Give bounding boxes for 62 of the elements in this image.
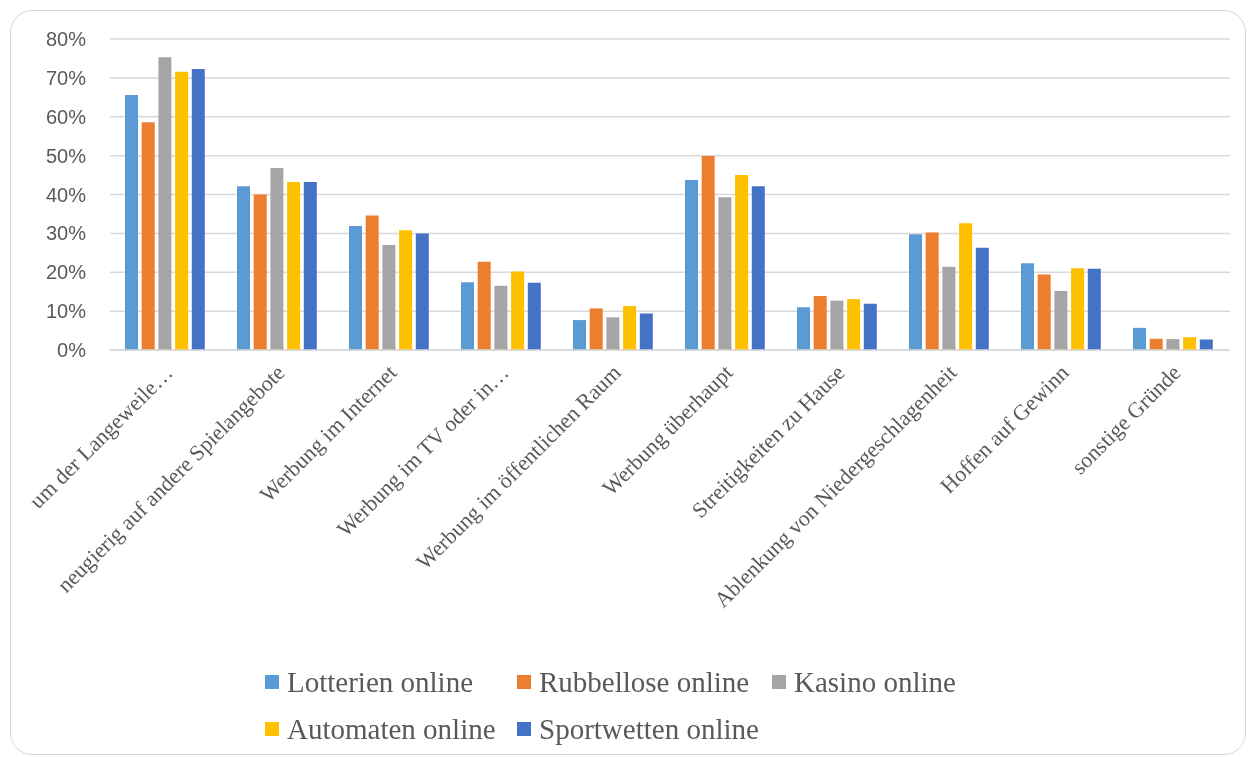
bar — [925, 232, 939, 350]
bar — [415, 233, 429, 350]
y-tick-label: 40% — [45, 183, 87, 206]
bar — [1183, 337, 1197, 350]
bar — [701, 156, 715, 350]
legend-label: Kasino online — [794, 665, 956, 699]
bar — [1087, 268, 1101, 350]
bar — [461, 282, 474, 350]
bar — [1037, 274, 1051, 350]
bar — [863, 303, 877, 350]
bar — [1166, 339, 1180, 350]
bar — [909, 234, 922, 350]
y-tick-label: 80% — [45, 28, 87, 50]
bar — [797, 307, 810, 350]
bar — [253, 194, 267, 350]
bar — [125, 94, 138, 350]
bar — [589, 308, 603, 350]
bar — [287, 182, 301, 350]
y-tick-label: 10% — [45, 300, 87, 323]
bar — [1021, 263, 1034, 350]
bar — [158, 57, 172, 350]
y-tick-label: 30% — [45, 222, 87, 245]
bar — [511, 271, 525, 350]
bar — [527, 282, 541, 350]
bar — [942, 266, 956, 350]
bar — [639, 313, 653, 350]
bar — [349, 225, 362, 350]
bar — [623, 306, 637, 350]
bar — [735, 175, 749, 350]
y-tick-label: 70% — [45, 66, 87, 89]
legend-label: Lotterien online — [287, 665, 474, 699]
bar — [847, 299, 861, 350]
y-tick-label: 60% — [45, 105, 87, 128]
bar — [813, 295, 827, 350]
bar — [606, 317, 620, 350]
bar — [382, 245, 396, 350]
y-tick-label: 0% — [57, 339, 87, 361]
y-tick-label: 50% — [45, 144, 87, 167]
bar — [303, 182, 317, 350]
bar — [477, 261, 491, 350]
bar — [830, 300, 844, 350]
bar — [191, 68, 205, 350]
bar — [975, 247, 989, 350]
bar — [237, 186, 250, 350]
legend-label: Automaten online — [287, 712, 496, 746]
bar — [959, 223, 973, 350]
bar — [573, 320, 586, 350]
bar — [270, 168, 284, 350]
bar — [1071, 268, 1085, 350]
bar — [141, 122, 155, 350]
bar — [1133, 327, 1146, 350]
bar — [175, 71, 189, 350]
legend-label: Sportwetten online — [539, 712, 759, 746]
legend-label: Rubbellose online — [539, 665, 750, 699]
bar — [685, 180, 698, 350]
bar — [365, 215, 379, 350]
bar — [494, 285, 508, 350]
y-tick-label: 20% — [45, 261, 87, 284]
bar — [718, 197, 732, 350]
bar — [751, 186, 765, 350]
bar — [399, 230, 413, 350]
bar — [1054, 290, 1068, 350]
